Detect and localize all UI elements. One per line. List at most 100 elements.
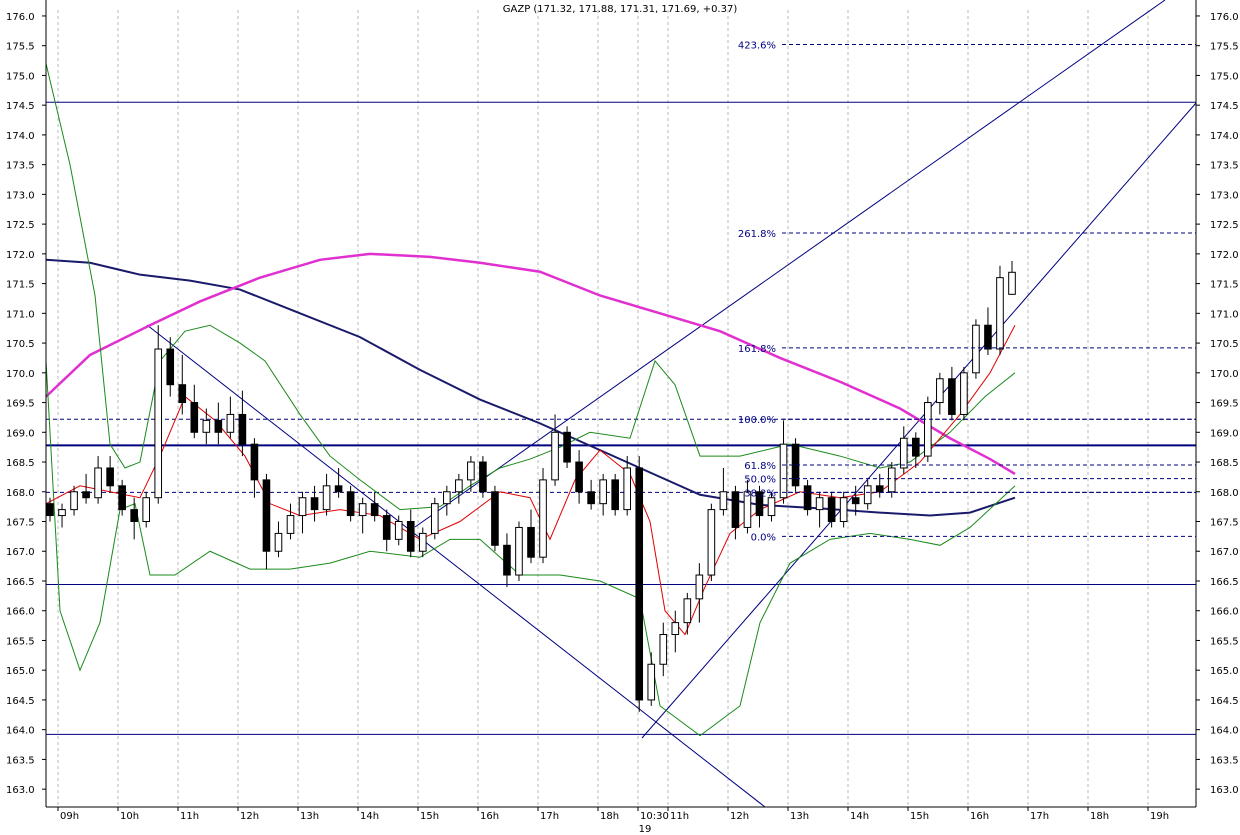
candle-body	[839, 497, 848, 523]
candle-body	[491, 491, 499, 546]
candle-body	[743, 491, 752, 528]
candle-body	[683, 598, 692, 624]
x-tick-label: 18h	[1090, 811, 1109, 822]
fib-level-label: 161.8%	[738, 344, 776, 355]
candle-body	[803, 485, 812, 511]
candle-body	[827, 497, 836, 523]
candle-body	[202, 419, 211, 433]
candle-body	[58, 509, 66, 517]
candle-body	[611, 479, 619, 511]
y-tick-label-left: 173.0	[6, 190, 35, 201]
y-tick-label-right: 173.5	[1210, 161, 1239, 172]
candle-body	[960, 372, 968, 415]
candle-body	[394, 521, 403, 540]
y-tick-label-left: 171.0	[6, 309, 35, 320]
candle-body	[106, 467, 114, 487]
y-tick-label-left: 163.0	[6, 785, 35, 796]
fib-level-label: 61.8%	[744, 461, 776, 472]
candle-body	[370, 503, 379, 517]
candle-body	[46, 503, 54, 517]
slow-average-line	[45, 258, 1016, 517]
y-tick-label-left: 173.5	[6, 161, 35, 172]
x-tick-label: 16h	[480, 811, 499, 822]
candle-body	[671, 622, 680, 636]
fib-level-label: 261.8%	[738, 229, 776, 240]
y-tick-label-right: 170.0	[1210, 369, 1239, 380]
fib-level-label: 0.0%	[751, 532, 776, 543]
axes: 09h 10h 11h 12h 13h 14h 15h 16h 17h 18h 10:30 11h 12…	[6, 0, 1239, 822]
y-tick-label-left: 167.0	[6, 547, 35, 558]
y-tick-label-right: 168.5	[1210, 458, 1239, 469]
y-tick-label-right: 163.5	[1210, 755, 1239, 766]
y-tick-label-right: 163.0	[1210, 785, 1239, 796]
y-tick-label-right: 165.5	[1210, 636, 1239, 647]
candle-body	[274, 532, 283, 552]
candle-body	[214, 419, 223, 433]
candle-body	[719, 491, 728, 511]
candle-body	[863, 485, 872, 505]
candle-body	[659, 634, 668, 665]
candle-body	[467, 461, 475, 481]
candle-body	[551, 431, 559, 481]
candle-body	[767, 497, 776, 517]
candle-body	[887, 467, 896, 493]
y-tick-label-right: 174.5	[1210, 101, 1239, 112]
x-tick-label: 10h	[120, 811, 139, 822]
candle-body	[635, 467, 644, 701]
x-tick-label: 17h	[1030, 811, 1049, 822]
y-tick-label-right: 166.5	[1210, 577, 1239, 588]
y-tick-label-left: 171.5	[6, 280, 35, 291]
candle-body	[479, 461, 487, 493]
y-tick-label-right: 171.0	[1210, 309, 1239, 320]
candle-body	[238, 413, 247, 445]
candle-body	[358, 503, 367, 517]
candle-body	[226, 413, 235, 433]
candle-body	[899, 437, 908, 469]
candle-body	[406, 521, 415, 552]
candle-body	[984, 324, 992, 350]
x-tick-label: 14h	[850, 811, 869, 822]
candle-body	[936, 378, 944, 404]
candle-body	[334, 485, 343, 493]
y-tick-label-right: 174.0	[1210, 131, 1239, 142]
x-tick-label: 12h	[240, 811, 259, 822]
candle-body	[575, 461, 583, 493]
candle-body	[82, 491, 90, 499]
lower-band-line	[45, 360, 1016, 737]
candle-body	[755, 491, 764, 517]
candle-body	[815, 497, 824, 511]
y-tick-label-left: 165.0	[6, 666, 35, 677]
candle-body	[94, 467, 102, 499]
y-tick-label-right: 167.5	[1210, 518, 1239, 529]
candle-body	[731, 491, 740, 528]
candle-body	[382, 515, 391, 540]
y-tick-label-right: 175.5	[1210, 42, 1239, 53]
y-tick-label-left: 168.0	[6, 488, 35, 499]
y-tick-label-left: 170.5	[6, 339, 35, 350]
y-tick-label-left: 164.0	[6, 726, 35, 737]
y-tick-label-left: 174.0	[6, 131, 35, 142]
candle-body	[707, 509, 716, 576]
candle-body	[118, 485, 126, 511]
y-tick-label-right: 165.0	[1210, 666, 1239, 677]
y-tick-label-left: 175.0	[6, 71, 35, 82]
trend-line-up-long	[414, 0, 1166, 528]
y-tick-label-right: 169.0	[1210, 428, 1239, 439]
candle-body	[875, 485, 884, 493]
x-tick-label: 16h	[970, 811, 989, 822]
candle-body	[190, 402, 199, 433]
y-tick-label-left: 176.0	[6, 12, 35, 23]
y-tick-label-right: 171.5	[1210, 280, 1239, 291]
candles	[46, 260, 1016, 712]
horizontal-levels	[46, 101, 1196, 735]
chart-title: GAZP (171.32, 171.88, 171.31, 171.69, +0…	[503, 4, 738, 15]
x-tick-label: 09h	[60, 811, 79, 822]
candle-body	[599, 479, 607, 505]
x-tick-label: 18h	[600, 811, 619, 822]
fib-level-label: 38.2%	[744, 488, 776, 499]
candle-body	[587, 491, 595, 505]
candle-body	[298, 497, 307, 517]
y-tick-label-left: 167.5	[6, 518, 35, 529]
